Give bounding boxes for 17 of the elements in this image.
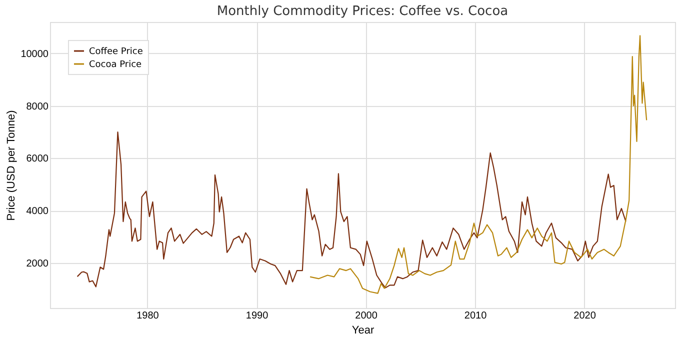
x-axis-title: Year — [352, 324, 374, 336]
x-tick-label: 1980 — [136, 310, 160, 322]
x-tick-label: 2010 — [464, 310, 488, 322]
line-series — [310, 35, 648, 294]
y-axis-title: Price (USD per Tonne) — [6, 110, 18, 221]
y-tick-label: 6000 — [26, 154, 49, 165]
chart-title: Monthly Commodity Prices: Coffee vs. Cocoa — [216, 4, 508, 19]
x-tick-label: 2020 — [574, 310, 596, 322]
y-tick-label: 10000 — [20, 48, 49, 60]
y-tick-label: 8000 — [26, 101, 49, 112]
legend-label: Coffee Price — [89, 47, 144, 57]
x-tick-label: 2000 — [355, 310, 378, 322]
line-series — [76, 131, 626, 288]
legend-label: Cocoa Price — [89, 60, 142, 70]
x-tick-label: 1990 — [246, 310, 269, 322]
y-tick-label: 2000 — [26, 258, 49, 270]
y-tick-label: 4000 — [26, 206, 49, 218]
